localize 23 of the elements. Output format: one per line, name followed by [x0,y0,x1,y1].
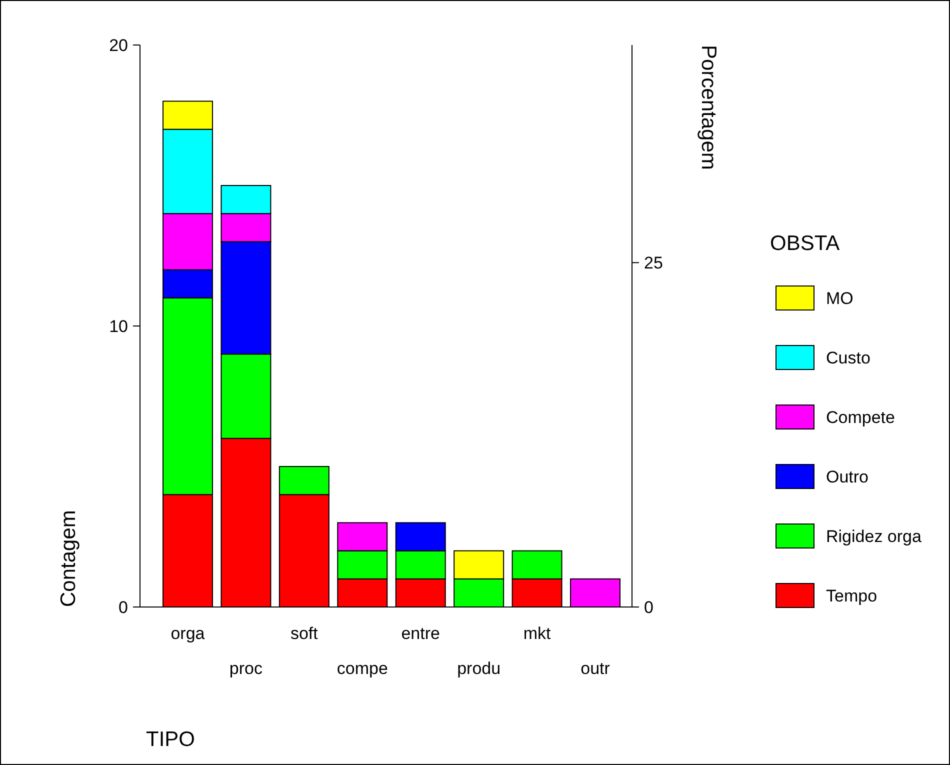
x-tick-label: entre [401,624,440,643]
x-axis-title: TIPO [146,728,196,751]
y2-axis-title: Porcentagem [697,45,720,170]
legend-label: Outro [826,467,869,486]
y-tick-label: 20 [109,36,128,55]
legend-label: Compete [826,408,895,427]
legend-title: OBSTA [770,232,840,255]
y2-tick-label: 0 [644,598,654,617]
x-tick-label: mkt [523,624,552,643]
x-tick-label: compe [336,659,388,678]
legend-label: Rigidez orga [826,526,922,546]
x-tick-label: outr [580,659,610,678]
y2-tick-label: 25 [644,254,663,273]
legend-label: MO [826,288,854,308]
x-tick-label: soft [290,624,318,643]
x-tick-label: produ [457,659,501,678]
y-tick-label: 10 [109,316,128,336]
x-tick-label: orga [170,624,206,643]
legend-label: Tempo [826,586,878,606]
x-tick-label: proc [229,659,263,678]
y-tick-label: 0 [118,598,128,617]
legend-label: Custo [826,348,870,368]
y-axis-title: Contagem [57,510,80,607]
